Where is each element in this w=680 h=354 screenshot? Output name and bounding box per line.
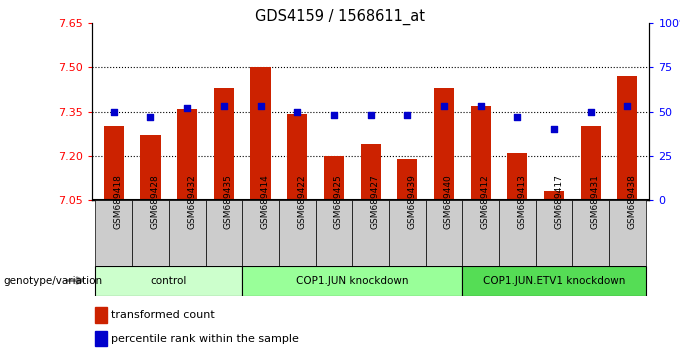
Bar: [471, 105, 491, 200]
Point: [549, 126, 560, 132]
Text: GSM689440: GSM689440: [444, 175, 453, 229]
Text: GSM689431: GSM689431: [591, 175, 600, 229]
FancyBboxPatch shape: [536, 200, 573, 266]
Text: GSM689425: GSM689425: [334, 175, 343, 229]
Point: [108, 109, 119, 114]
Point: [439, 103, 449, 109]
Point: [255, 103, 266, 109]
Text: GSM689417: GSM689417: [554, 175, 563, 229]
Text: percentile rank within the sample: percentile rank within the sample: [112, 333, 299, 344]
Text: GSM689422: GSM689422: [297, 175, 306, 229]
Bar: [95, 331, 107, 347]
Point: [292, 109, 303, 114]
Bar: [214, 88, 234, 200]
Text: transformed count: transformed count: [112, 310, 215, 320]
Bar: [581, 126, 601, 200]
FancyBboxPatch shape: [573, 200, 609, 266]
Point: [328, 112, 339, 118]
Point: [182, 105, 192, 111]
Bar: [324, 156, 344, 200]
FancyBboxPatch shape: [499, 200, 536, 266]
Point: [475, 103, 486, 109]
Point: [145, 114, 156, 120]
FancyBboxPatch shape: [279, 200, 316, 266]
FancyBboxPatch shape: [609, 200, 646, 266]
Point: [218, 103, 229, 109]
FancyBboxPatch shape: [169, 200, 205, 266]
Bar: [360, 144, 381, 200]
Point: [365, 112, 376, 118]
Text: COP1.JUN.ETV1 knockdown: COP1.JUN.ETV1 knockdown: [483, 275, 625, 286]
Text: GSM689427: GSM689427: [371, 175, 379, 229]
FancyBboxPatch shape: [95, 200, 132, 266]
Text: control: control: [151, 275, 187, 286]
FancyBboxPatch shape: [426, 200, 462, 266]
Bar: [177, 109, 197, 200]
Text: GDS4159 / 1568611_at: GDS4159 / 1568611_at: [255, 9, 425, 25]
Bar: [544, 191, 564, 200]
Text: GSM689435: GSM689435: [224, 175, 233, 229]
Bar: [434, 88, 454, 200]
Text: GSM689438: GSM689438: [628, 175, 636, 229]
Text: GSM689413: GSM689413: [517, 175, 526, 229]
Text: GSM689414: GSM689414: [260, 175, 269, 229]
Point: [402, 112, 413, 118]
Bar: [397, 159, 418, 200]
FancyBboxPatch shape: [205, 200, 242, 266]
Text: GSM689428: GSM689428: [150, 175, 160, 229]
Bar: [104, 126, 124, 200]
Text: genotype/variation: genotype/variation: [3, 275, 103, 286]
Bar: [250, 67, 271, 200]
FancyBboxPatch shape: [462, 266, 646, 296]
FancyBboxPatch shape: [242, 266, 462, 296]
Text: GSM689412: GSM689412: [481, 175, 490, 229]
FancyBboxPatch shape: [132, 200, 169, 266]
Text: GSM689418: GSM689418: [114, 175, 123, 229]
FancyBboxPatch shape: [462, 200, 499, 266]
FancyBboxPatch shape: [352, 200, 389, 266]
Text: GSM689439: GSM689439: [407, 175, 416, 229]
Point: [622, 103, 633, 109]
Bar: [507, 153, 528, 200]
Text: COP1.JUN knockdown: COP1.JUN knockdown: [296, 275, 409, 286]
Bar: [287, 114, 307, 200]
Point: [512, 114, 523, 120]
FancyBboxPatch shape: [95, 266, 242, 296]
Bar: [617, 76, 637, 200]
FancyBboxPatch shape: [242, 200, 279, 266]
Bar: [95, 307, 107, 323]
Point: [585, 109, 596, 114]
FancyBboxPatch shape: [389, 200, 426, 266]
Text: GSM689432: GSM689432: [187, 175, 196, 229]
Bar: [140, 135, 160, 200]
FancyBboxPatch shape: [316, 200, 352, 266]
